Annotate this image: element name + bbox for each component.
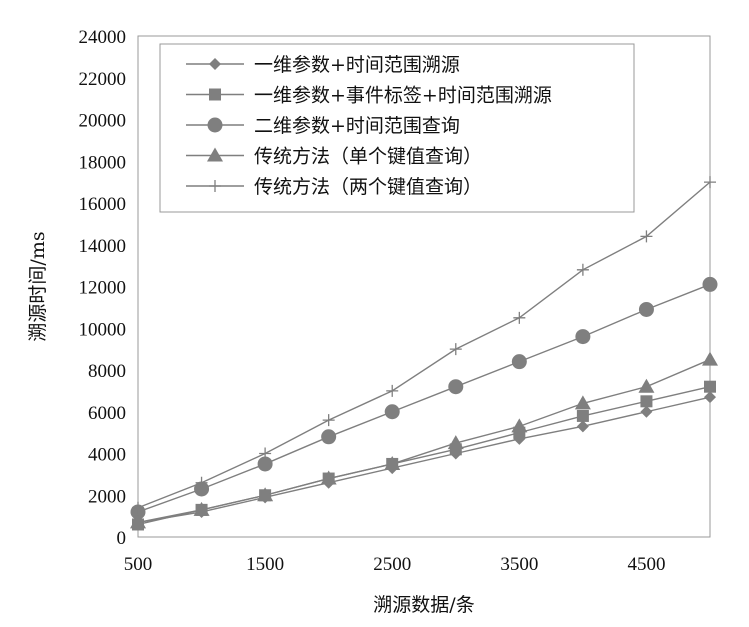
y-axis-title: 溯源时间/ms [27, 231, 49, 341]
series-3 [130, 276, 718, 520]
data-point [575, 329, 591, 345]
x-tick-label: 2500 [373, 554, 411, 575]
data-point [259, 447, 272, 460]
y-tick-label: 10000 [79, 319, 127, 340]
data-point [704, 380, 716, 393]
legend-marker [207, 147, 223, 162]
series-line [137, 283, 711, 513]
y-tick-label: 0 [117, 528, 127, 549]
data-point [384, 404, 400, 420]
y-tick-label: 14000 [79, 236, 127, 257]
data-point [704, 176, 716, 189]
data-point [640, 230, 653, 243]
data-point [195, 476, 208, 489]
data-point [384, 455, 401, 470]
data-point [576, 409, 589, 422]
data-point [640, 405, 653, 418]
series-layer [130, 176, 718, 531]
data-point [513, 311, 526, 324]
legend-label: 一维参数+时间范围溯源 [254, 54, 460, 76]
data-point [576, 263, 589, 276]
x-tick-label: 4500 [627, 554, 665, 575]
legend-label: 一维参数+事件标签+时间范围溯源 [254, 85, 552, 107]
y-tick-label: 16000 [79, 194, 127, 215]
legend-marker [209, 180, 221, 192]
series-line [137, 358, 711, 524]
legend-label: 传统方法（两个键值查询） [254, 176, 482, 198]
legend-marker [207, 117, 223, 133]
y-tick-label: 2000 [88, 486, 126, 507]
legend-item: 传统方法（两个键值查询） [186, 176, 482, 198]
legend-item: 二维参数+时间范围查询 [186, 115, 460, 137]
data-point [511, 418, 528, 433]
data-point [638, 378, 655, 393]
series-line [137, 181, 711, 509]
x-tick-label: 3500 [500, 554, 538, 575]
data-point [702, 276, 718, 292]
y-tick-label: 4000 [88, 445, 126, 466]
legend: 一维参数+时间范围溯源一维参数+事件标签+时间范围溯源二维参数+时间范围查询传统… [159, 43, 635, 213]
legend-box [159, 43, 635, 213]
data-point [386, 384, 399, 397]
y-tick-label: 12000 [79, 278, 127, 299]
data-point [511, 354, 527, 370]
x-axis-title: 溯源数据/条 [373, 594, 474, 616]
x-tick-label: 500 [124, 554, 153, 575]
legend-item: 一维参数+事件标签+时间范围溯源 [186, 85, 552, 107]
series-1 [132, 391, 716, 529]
data-point [257, 487, 274, 502]
x-axis-ticks: 500 1500 2500 3500 4500 [124, 554, 666, 575]
y-tick-label: 8000 [88, 361, 126, 382]
data-point [574, 395, 591, 410]
legend-marker [209, 88, 221, 101]
series-4 [130, 351, 718, 529]
data-point [448, 379, 464, 395]
data-point [193, 501, 210, 516]
legend-item: 一维参数+时间范围溯源 [186, 54, 460, 76]
data-point [702, 351, 718, 366]
data-point [447, 435, 464, 450]
data-point [576, 420, 589, 433]
data-point [321, 429, 337, 445]
data-point [130, 514, 146, 529]
y-tick-label: 20000 [79, 111, 127, 132]
data-point [320, 470, 337, 485]
series-line [137, 396, 711, 524]
series-line [137, 386, 711, 526]
x-tick-label: 1500 [246, 554, 284, 575]
data-point [449, 343, 462, 356]
data-point [638, 301, 654, 317]
series-5 [132, 176, 716, 514]
legend-label: 二维参数+时间范围查询 [254, 115, 460, 137]
legend-item: 传统方法（单个键值查询） [186, 146, 482, 168]
y-tick-label: 22000 [79, 69, 127, 90]
data-point [194, 481, 210, 497]
data-point [640, 395, 653, 408]
y-axis-ticks: 0 2000 4000 6000 8000 10000 12000 14000 16000 180… [79, 27, 127, 549]
data-point [322, 414, 335, 427]
data-point [257, 456, 273, 472]
legend-label: 传统方法（单个键值查询） [254, 146, 482, 168]
y-tick-label: 6000 [88, 403, 126, 424]
legend-marker [209, 58, 221, 70]
data-point [132, 501, 144, 514]
y-tick-label: 18000 [79, 152, 127, 173]
data-point [704, 391, 716, 404]
y-tick-label: 24000 [79, 27, 127, 48]
